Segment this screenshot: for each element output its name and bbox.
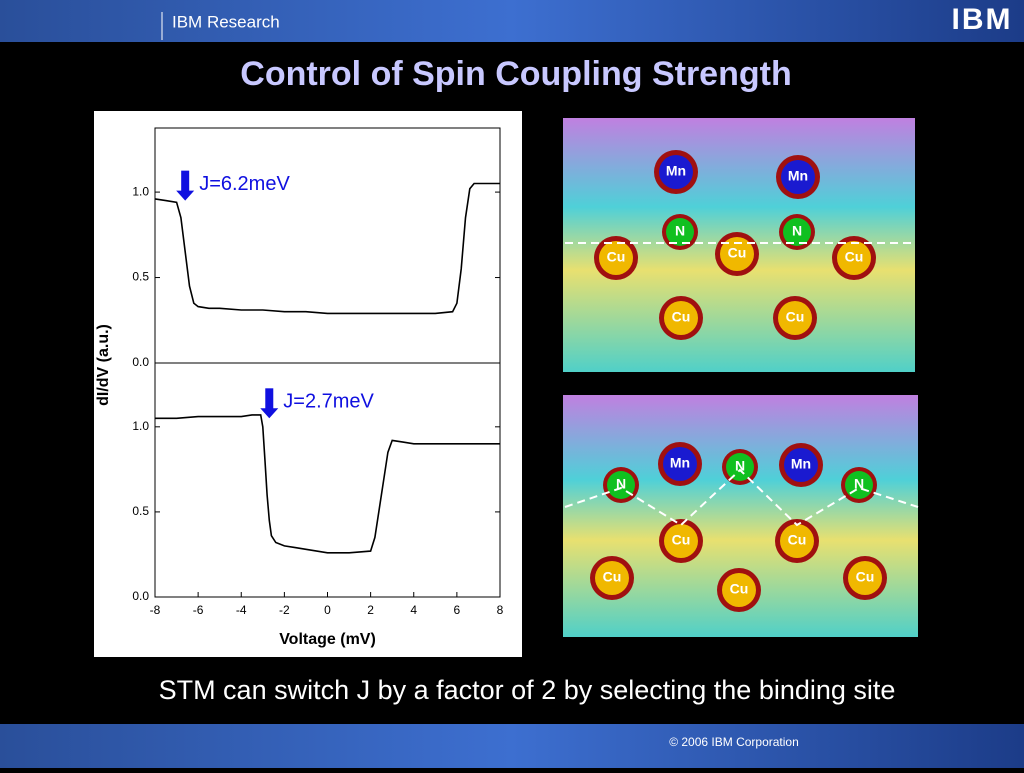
atom-label: Cu	[788, 532, 807, 548]
annotation: J=6.2meV	[199, 173, 290, 195]
atom-label: Cu	[603, 569, 622, 585]
x-tick-label: 6	[454, 603, 461, 617]
atom-label: Mn	[791, 456, 811, 472]
arrow-shaft	[265, 388, 274, 411]
atom	[784, 448, 818, 482]
chart-panel	[94, 111, 522, 657]
atom	[848, 561, 882, 595]
atom	[666, 218, 694, 246]
slide-title: Control of Spin Coupling Strength	[240, 55, 791, 93]
y-tick-label: 0.0	[132, 589, 149, 603]
header-bar	[0, 0, 1024, 42]
x-tick-label: -2	[279, 603, 290, 617]
atom-label: Cu	[845, 249, 864, 265]
y-tick-label: 0.5	[132, 504, 149, 518]
atom-label: Cu	[786, 309, 805, 325]
atom-label: Mn	[788, 168, 808, 184]
atom-label: Mn	[670, 455, 690, 471]
copyright: © 2006 IBM Corporation	[669, 735, 799, 749]
atom-label: Cu	[730, 581, 749, 597]
x-tick-label: 8	[497, 603, 504, 617]
atom	[778, 301, 812, 335]
atom-label: Cu	[856, 569, 875, 585]
atom	[781, 160, 815, 194]
section-name: IBM Research	[172, 12, 280, 31]
arrow-shaft	[181, 170, 190, 193]
atom-label: Cu	[607, 249, 626, 265]
footer-bar	[0, 724, 1024, 768]
x-tick-label: 2	[367, 603, 374, 617]
x-tick-label: -6	[193, 603, 204, 617]
atom	[780, 524, 814, 558]
x-tick-label: -4	[236, 603, 247, 617]
atom-label: N	[854, 476, 864, 492]
y-axis-label: dI/dV (a.u.)	[95, 324, 112, 406]
atom	[595, 561, 629, 595]
atom	[659, 155, 693, 189]
atom-label: Mn	[666, 163, 686, 179]
atom-label: N	[616, 476, 626, 492]
y-tick-label: 1.0	[132, 419, 149, 433]
data-line	[154, 182, 500, 315]
atom	[663, 447, 697, 481]
atom	[664, 524, 698, 558]
atom	[722, 573, 756, 607]
atom-label: Cu	[728, 245, 747, 261]
data-line	[155, 414, 500, 554]
x-tick-label: -8	[150, 603, 161, 617]
x-axis-label: Voltage (mV)	[279, 631, 376, 648]
atom	[599, 241, 633, 275]
atom	[720, 237, 754, 271]
caption: STM can switch J by a factor of 2 by sel…	[159, 675, 896, 705]
annotation: J=2.7meV	[283, 391, 374, 413]
y-tick-label: 1.0	[132, 184, 149, 198]
atom-label: N	[735, 458, 745, 474]
dashed-guide	[564, 468, 919, 527]
arrow-head	[260, 408, 279, 419]
atom-label: Cu	[672, 532, 691, 548]
arrow-head	[176, 190, 195, 201]
atom	[837, 241, 871, 275]
x-tick-label: 4	[410, 603, 417, 617]
logo: IBM	[952, 3, 1013, 36]
x-tick-label: 0	[324, 603, 331, 617]
atom	[783, 218, 811, 246]
atom-label: Cu	[672, 309, 691, 325]
atom	[726, 453, 754, 481]
y-tick-label: 0.0	[132, 355, 149, 369]
y-tick-label: 0.5	[132, 270, 149, 284]
atom-label: N	[792, 223, 802, 239]
atom	[664, 301, 698, 335]
atom-label: N	[675, 223, 685, 239]
